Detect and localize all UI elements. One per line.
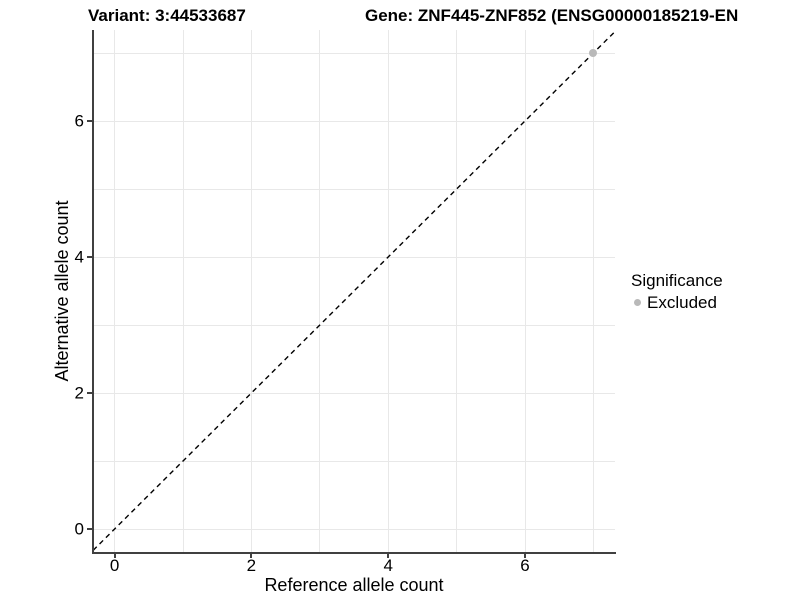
legend-title: Significance	[631, 271, 723, 290]
grid-line-horizontal	[94, 188, 615, 190]
x-tick-mark	[524, 554, 526, 558]
y-tick-label: 0	[74, 519, 84, 539]
x-tick-label: 4	[383, 556, 393, 575]
grid-line-vertical	[456, 30, 458, 552]
x-tick-mark	[113, 554, 116, 558]
grid-line-vertical	[592, 30, 594, 552]
grid-line-horizontal	[94, 392, 615, 394]
y-tick-label: 6	[74, 111, 84, 131]
plot-panel	[94, 30, 615, 552]
x-axis-title: Reference allele count	[264, 575, 444, 595]
data-point	[589, 49, 598, 57]
y-tick-label: 2	[74, 383, 84, 403]
x-tick-label: 6	[520, 556, 530, 575]
x-tick-label: 2	[246, 556, 257, 575]
y-tick-mark	[87, 392, 92, 394]
grid-line-horizontal	[94, 460, 615, 462]
grid-line-vertical	[182, 30, 184, 552]
x-tick-mark	[387, 554, 390, 558]
gene-title: Gene: ZNF445-ZNF852 (ENSG00000185219-EN	[365, 6, 739, 25]
grid-line-vertical	[250, 30, 252, 552]
excluded-point-icon	[634, 299, 641, 306]
variant-title: Variant: 3:44533687	[88, 6, 246, 25]
grid-line-vertical	[319, 30, 321, 552]
grid-line-horizontal	[94, 324, 615, 326]
y-tick-mark	[87, 256, 92, 258]
x-axis-line	[92, 552, 616, 554]
grid-line-vertical	[524, 30, 526, 552]
grid-line-horizontal	[94, 120, 615, 122]
grid-line-vertical	[387, 30, 389, 552]
grid-line-vertical	[114, 30, 116, 552]
legend-item-excluded: Excluded	[631, 293, 723, 312]
grid-line-horizontal	[94, 52, 615, 54]
abline	[94, 30, 615, 551]
y-tick-mark	[87, 120, 92, 122]
y-tick-label: 4	[74, 247, 84, 267]
grid-line-horizontal	[94, 528, 615, 530]
grid-line-horizontal	[94, 256, 615, 258]
y-axis-line	[92, 30, 94, 554]
x-tick-mark	[250, 554, 253, 558]
legend: Significance Excluded	[631, 271, 723, 312]
legend-item-label: Excluded	[647, 293, 717, 312]
y-tick-mark	[87, 528, 92, 530]
x-tick-label: 0	[109, 556, 120, 575]
identity-dashed-line	[94, 30, 615, 551]
y-axis-title: Alternative allele count	[52, 200, 72, 382]
